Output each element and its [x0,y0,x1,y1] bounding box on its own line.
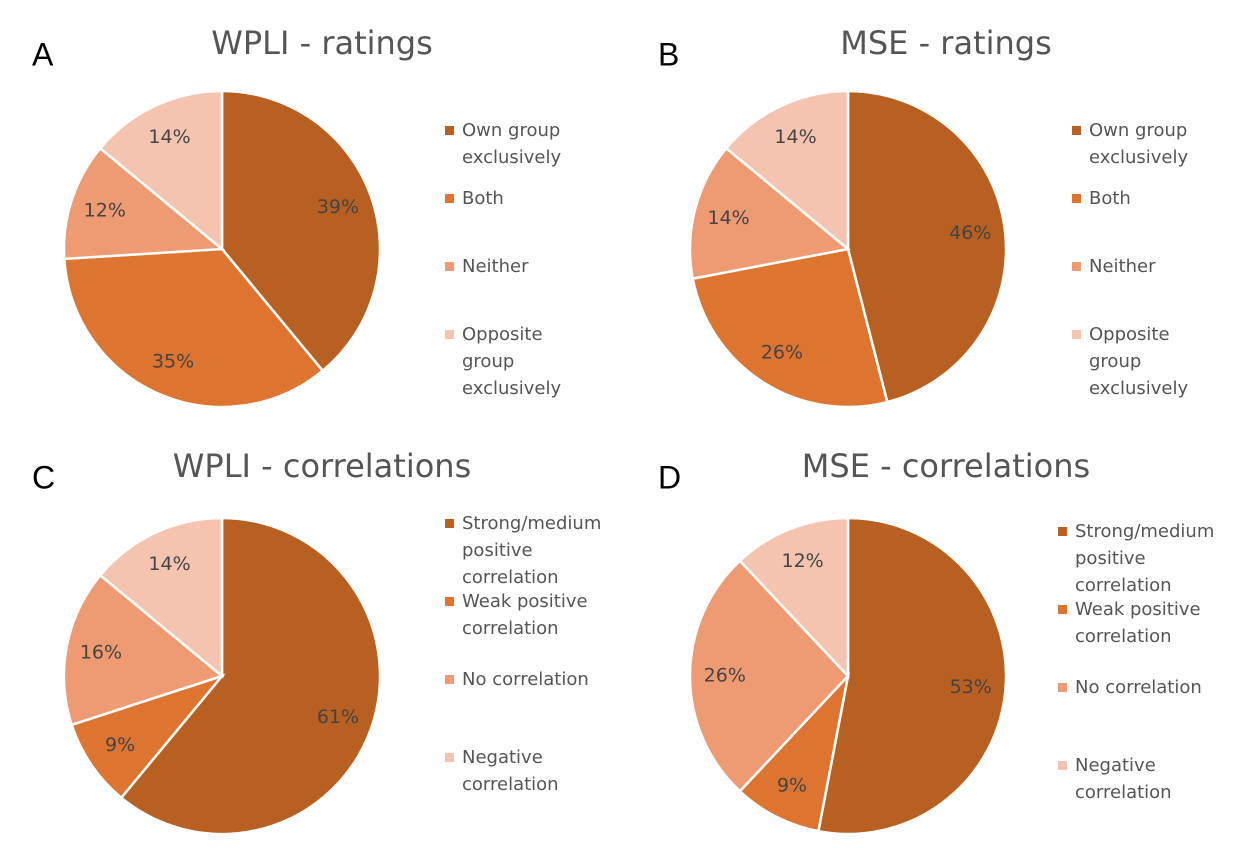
pie-slice [98,516,224,679]
slice-label: 26% [704,665,746,687]
slice-label: 35% [152,351,194,373]
pie-slice [62,247,325,409]
legend-item: Neither [1072,253,1155,280]
legend-swatch [1072,126,1081,135]
slice-label: 16% [80,641,122,663]
legend-swatch [1072,262,1081,271]
legend-swatch [1072,194,1081,203]
legend-item: Strong/medium positive correlation [445,510,601,591]
slice-label: 14% [148,553,190,575]
legend-label: Neither [1089,256,1156,277]
legend-swatch [1072,330,1081,339]
pie-slice [98,89,224,252]
pie-slice [691,247,889,409]
slice-label: 14% [148,126,190,148]
slice-label: 12% [84,199,126,221]
legend-label: Negative correlation [1075,755,1172,803]
panel-letter: A [32,36,54,72]
legend-label: Own group exclusively [462,120,562,168]
pie-slice [220,89,382,373]
legend-item: Strong/medium positive correlation [1058,518,1214,599]
slice-label: 12% [782,550,824,572]
chart-title: WPLI - correlations [173,447,471,485]
legend-item: No correlation [1058,674,1202,701]
legend-label: No correlation [462,669,589,690]
pie-slice [688,559,850,793]
chart-title: WPLI - ratings [211,24,433,62]
legend-item: Both [445,185,504,212]
slice-label: 26% [761,342,803,364]
legend-item: Weak positive correlation [445,588,600,642]
slice-label: 46% [949,222,991,244]
pie-slice [738,516,850,680]
panel-letter: B [658,36,679,72]
slice-label: 53% [950,676,992,698]
legend-label: Both [1089,188,1131,209]
legend-swatch [1058,683,1067,692]
slice-label: 14% [774,126,816,148]
slice-label: 9% [105,734,135,756]
panel-letter: D [658,459,681,495]
pie-slice [119,516,382,836]
legend-swatch [445,753,454,762]
pie-slice [70,673,226,800]
legend-label: Strong/medium positive correlation [462,513,602,588]
legend-swatch [445,597,454,606]
pie-slice [846,89,1008,404]
pie-slice [738,672,851,833]
legend-item: Weak positive correlation [1058,596,1213,650]
pie-slice [62,146,226,261]
chart-title: MSE - ratings [840,24,1052,62]
legend-label: Opposite group exclusively [462,324,562,399]
legend-label: Weak positive correlation [1075,599,1201,647]
legend-label: Negative correlation [462,747,559,795]
slice-label: 61% [317,706,359,728]
legend-label: Both [462,188,504,209]
legend-item: Neither [445,253,528,280]
legend-label: Weak positive correlation [462,591,588,639]
chart-title: MSE - correlations [802,447,1090,485]
pie-slice [816,516,1008,836]
legend-swatch [1058,605,1067,614]
legend-label: Opposite group exclusively [1089,324,1189,399]
legend-item: Negative correlation [1058,752,1213,806]
pie-slice [688,146,851,281]
legend-item: No correlation [445,666,589,693]
legend-item: Own group exclusively [445,117,600,171]
legend-swatch [445,330,454,339]
legend-item: Negative correlation [445,744,600,798]
legend-swatch [445,126,454,135]
legend-label: No correlation [1075,677,1202,698]
legend-item: Opposite group exclusively [1072,321,1227,402]
legend-item: Own group exclusively [1072,117,1227,171]
legend-label: Strong/medium positive correlation [1075,521,1215,596]
legend-swatch [445,262,454,271]
legend-swatch [445,675,454,684]
pie-slice [62,573,225,727]
slice-label: 9% [777,774,807,796]
legend-label: Own group exclusively [1089,120,1189,168]
panel-letter: C [32,459,55,495]
slice-label: 14% [708,207,750,229]
legend-swatch [445,519,454,528]
legend-item: Both [1072,185,1131,212]
legend-swatch [1058,761,1067,770]
slice-label: 39% [317,196,359,218]
legend-item: Opposite group exclusively [445,321,600,402]
legend-label: Neither [462,256,529,277]
pie-slice [724,89,850,252]
legend-swatch [1058,527,1067,536]
legend-swatch [445,194,454,203]
